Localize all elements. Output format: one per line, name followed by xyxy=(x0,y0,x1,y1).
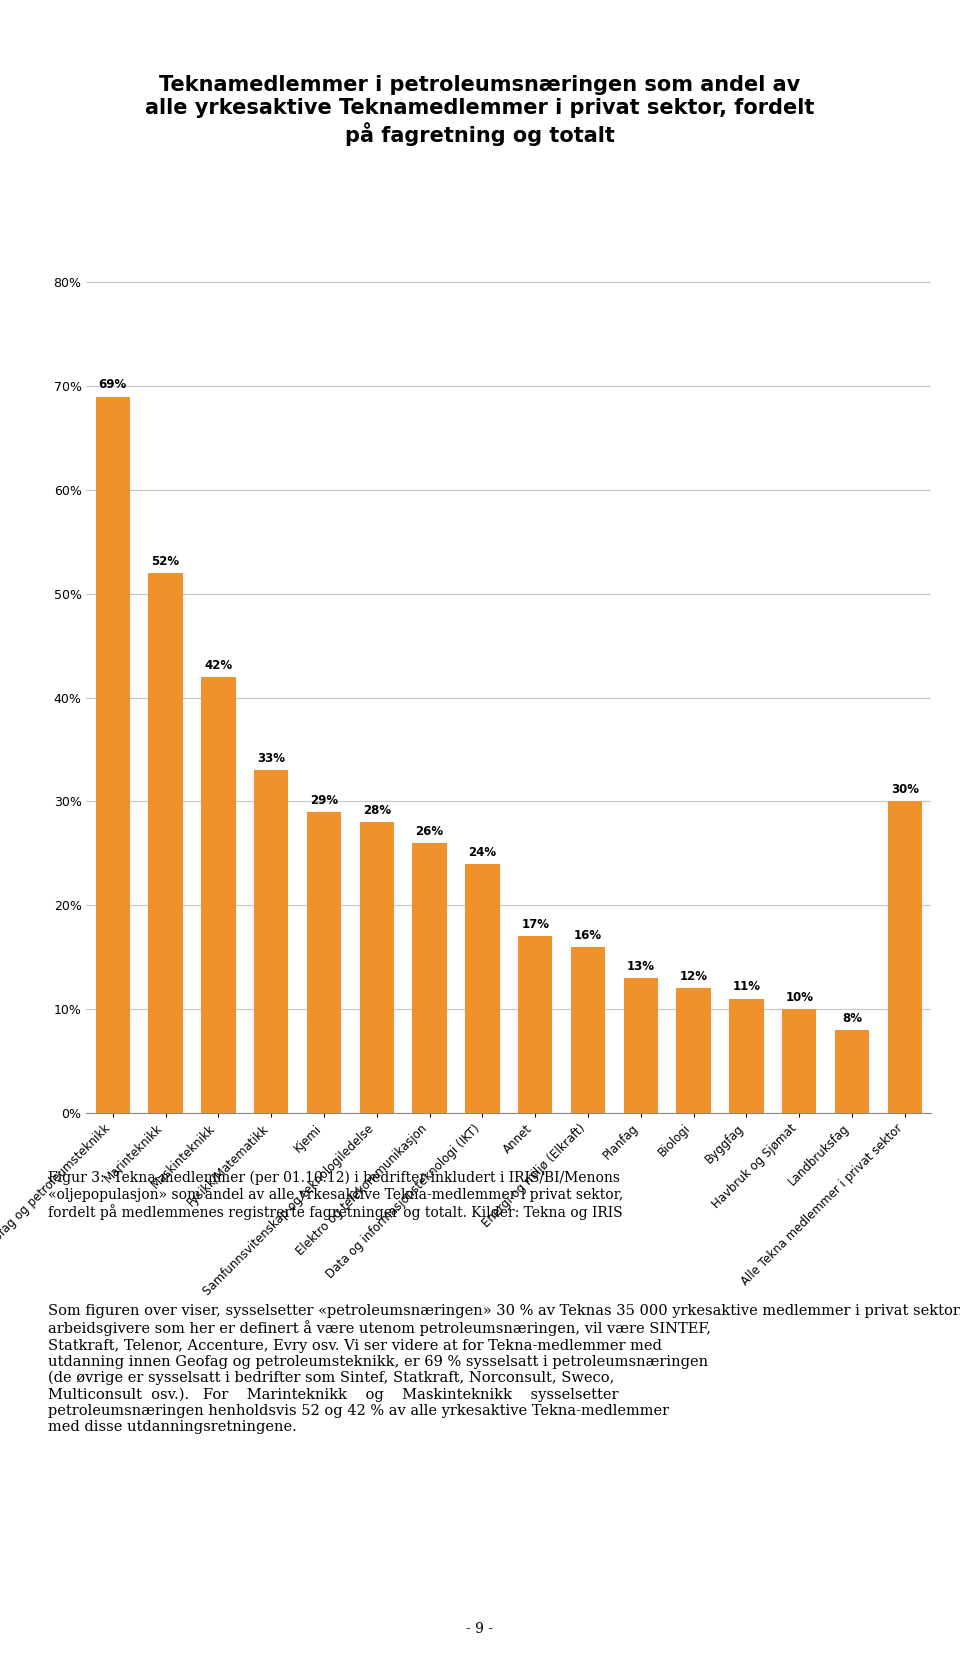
Bar xyxy=(413,842,446,1113)
Bar xyxy=(624,978,658,1113)
Text: 17%: 17% xyxy=(521,919,549,932)
Bar xyxy=(677,988,710,1113)
Bar xyxy=(730,998,763,1113)
Text: 8%: 8% xyxy=(842,1012,862,1025)
Text: 12%: 12% xyxy=(680,970,708,983)
Text: 13%: 13% xyxy=(627,960,655,973)
Text: Som figuren over viser, sysselsetter «petroleumsnæringen» 30 % av Teknas 35 000 : Som figuren over viser, sysselsetter «pe… xyxy=(48,1304,960,1435)
Bar xyxy=(782,1008,816,1113)
Text: 28%: 28% xyxy=(363,804,391,817)
Text: 42%: 42% xyxy=(204,659,232,671)
Text: 11%: 11% xyxy=(732,980,760,993)
Bar xyxy=(254,771,288,1113)
Bar xyxy=(466,864,499,1113)
Text: 16%: 16% xyxy=(574,928,602,942)
Text: 10%: 10% xyxy=(785,992,813,1003)
Text: 26%: 26% xyxy=(416,826,444,837)
Text: 29%: 29% xyxy=(310,794,338,807)
Text: 69%: 69% xyxy=(99,379,127,392)
Text: 33%: 33% xyxy=(257,752,285,766)
Bar xyxy=(96,397,130,1113)
Bar xyxy=(518,937,552,1113)
Text: Teknamedlemmer i petroleumsnæringen som andel av
alle yrkesaktive Teknamedlemmer: Teknamedlemmer i petroleumsnæringen som … xyxy=(145,75,815,146)
Bar xyxy=(360,822,394,1113)
Bar xyxy=(571,947,605,1113)
Bar xyxy=(888,801,922,1113)
Text: 52%: 52% xyxy=(152,555,180,568)
Bar xyxy=(202,676,235,1113)
Text: 24%: 24% xyxy=(468,845,496,859)
Text: Figur 3:  Tekna-medlemmer (per 01.10.12) i bedrifter inkludert i IRIS/BI/Menons
: Figur 3: Tekna-medlemmer (per 01.10.12) … xyxy=(48,1171,623,1221)
Bar xyxy=(835,1030,869,1113)
Text: - 9 -: - 9 - xyxy=(467,1623,493,1636)
Text: 30%: 30% xyxy=(891,784,919,796)
Bar xyxy=(149,573,182,1113)
Bar xyxy=(307,812,341,1113)
